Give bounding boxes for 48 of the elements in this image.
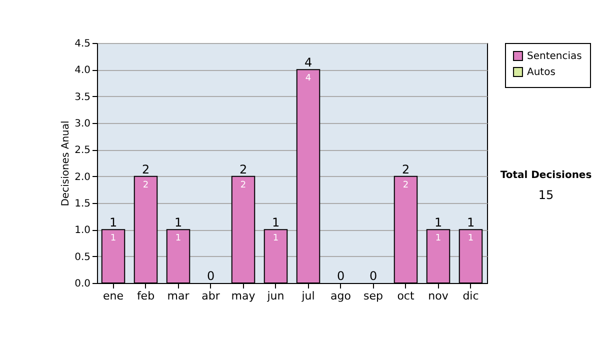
total-label: 2	[142, 162, 150, 176]
y-tick-label: 2.0	[74, 172, 90, 183]
y-tick-label: 4.0	[74, 65, 90, 76]
x-tick-label: dic	[462, 290, 479, 302]
data-label: 1	[468, 234, 474, 244]
y-axis-title: Decisiones Anual	[60, 120, 72, 206]
y-tick-label: 4.5	[74, 38, 90, 50]
legend-label: Sentencias	[527, 51, 582, 62]
total-label: 0	[336, 269, 345, 283]
total-label: 1	[272, 216, 280, 230]
total-label: 1	[434, 216, 442, 230]
y-tick-label: 0.0	[74, 278, 90, 290]
total-label: 1	[109, 216, 118, 230]
y-tick-label: 3.5	[74, 92, 90, 103]
data-label: 4	[305, 74, 312, 84]
x-tick-label: sep	[364, 290, 384, 302]
total-label: 2	[402, 162, 410, 176]
data-label: 1	[175, 234, 182, 244]
x-tick-label: nov	[428, 290, 449, 302]
x-tick-label: may	[231, 290, 256, 302]
data-label: 1	[272, 234, 279, 244]
x-tick-label: abr	[202, 290, 220, 302]
total-label: 1	[174, 216, 182, 230]
x-tick-label: oct	[397, 290, 415, 302]
x-tick-label: ago	[330, 290, 352, 302]
text: 15	[537, 188, 555, 202]
y-tick-label: 1.5	[74, 198, 90, 210]
total-label: 0	[369, 269, 378, 283]
x-tick-label: mar	[167, 290, 190, 302]
y-tick-label: 2.5	[74, 145, 90, 156]
data-label: 2	[142, 180, 149, 190]
x-tick-label: feb	[136, 290, 155, 302]
data-label: 2	[240, 180, 246, 190]
data-label: 1	[110, 234, 116, 244]
x-tick-label: jul	[300, 290, 315, 302]
total-label: 1	[466, 216, 475, 230]
total-label: 0	[206, 269, 215, 283]
legend-label: Autos	[527, 67, 556, 78]
y-tick-label: 0.5	[74, 252, 90, 263]
y-tick-label: 1.0	[74, 225, 90, 236]
total-label: 2	[239, 162, 248, 176]
x-tick-label: ene	[102, 290, 124, 302]
total-label: 4	[304, 56, 312, 70]
y-tick-label: 3.0	[74, 118, 90, 130]
data-label: 1	[435, 234, 442, 244]
x-tick-label: jun	[266, 290, 284, 302]
text: Total Decisiones	[499, 170, 593, 181]
data-label: 2	[402, 180, 409, 190]
